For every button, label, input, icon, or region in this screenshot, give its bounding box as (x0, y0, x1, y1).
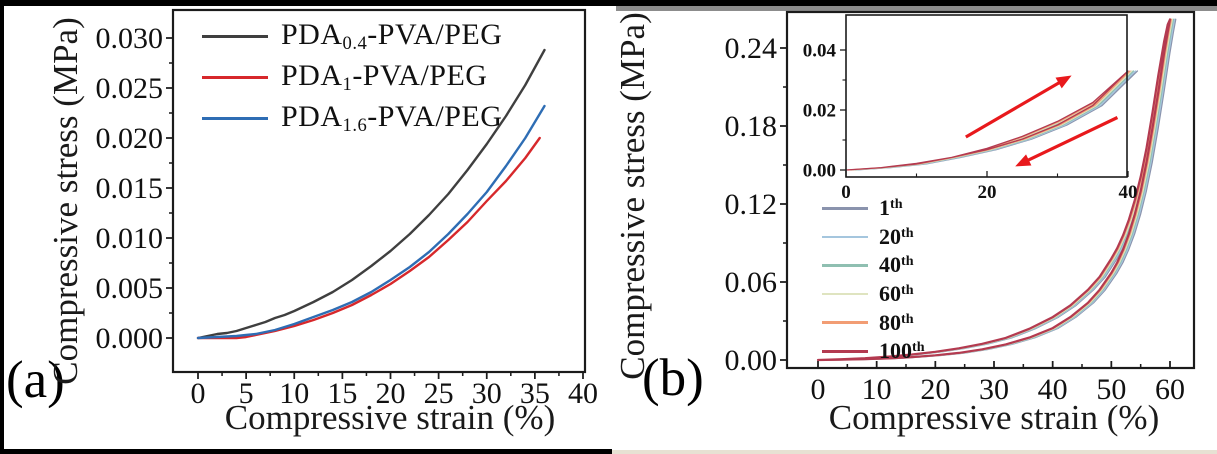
legend-line-swatch (202, 76, 268, 79)
svg-text:0.010: 0.010 (96, 222, 164, 255)
svg-text:0.030: 0.030 (96, 22, 164, 55)
svg-text:35: 35 (520, 377, 550, 410)
legend-item: PDA0.4-PVA/PEG (202, 16, 502, 57)
figure-border-top-gray (616, 6, 1217, 11)
panel-a-plot: 0 5 10 15 20 25 30 35 40 0.000 0.005 0.010 0.015 0.02… (96, 8, 598, 410)
svg-text:0.020: 0.020 (96, 122, 164, 155)
legend-item: 20th (822, 223, 925, 252)
figure-border-bottom-right (612, 450, 1217, 454)
svg-text:20: 20 (978, 182, 997, 203)
svg-text:0.005: 0.005 (96, 272, 164, 305)
svg-text:10: 10 (862, 373, 892, 406)
legend-line-swatch (822, 321, 868, 324)
svg-text:60: 60 (1155, 373, 1185, 406)
figure-border-top (0, 0, 1217, 6)
svg-text:15: 15 (327, 377, 357, 410)
svg-text:0.18: 0.18 (725, 110, 778, 143)
legend-label: PDA1-PVA/PEG (281, 58, 488, 96)
panel-b-inset-plot: 0 20 40 0.00 0.02 0.04 (803, 14, 1139, 203)
svg-text:0: 0 (191, 377, 206, 410)
svg-text:0.00: 0.00 (803, 160, 836, 181)
legend-label: 80th (879, 309, 914, 335)
legend-item: PDA1-PVA/PEG (202, 57, 502, 98)
svg-text:25: 25 (424, 377, 454, 410)
panel-b-y-axis-title: Compressive stress (MPa) (613, 12, 652, 380)
svg-text:40: 40 (1038, 373, 1068, 406)
legend-label: PDA0.4-PVA/PEG (281, 17, 503, 55)
svg-text:0: 0 (811, 373, 826, 406)
panel-b-plot: 0 10 20 30 40 50 60 0.00 0.06 0.12 0.18 0.24 (725, 10, 1196, 406)
svg-text:20: 20 (376, 377, 406, 410)
legend-item: 40th (822, 251, 925, 280)
legend-item: PDA1.6-PVA/PEG (202, 98, 502, 139)
legend-label: PDA1.6-PVA/PEG (281, 99, 503, 137)
svg-text:30: 30 (979, 373, 1009, 406)
legend-line-swatch (822, 207, 868, 210)
svg-text:0.04: 0.04 (803, 40, 837, 61)
legend-line-swatch (202, 117, 268, 120)
legend-item: 1th (822, 194, 925, 223)
legend-label: 60th (879, 281, 914, 307)
svg-text:40: 40 (1119, 182, 1138, 203)
panel-b-x-axis-title: Compressive strain (%) (828, 398, 1160, 437)
svg-text:20: 20 (920, 373, 950, 406)
panel-a-legend: PDA0.4-PVA/PEG PDA1-PVA/PEG PDA1.6-PVA/P… (202, 16, 502, 139)
legend-line-swatch (822, 235, 868, 239)
panel-a-x-axis-title: Compressive strain (%) (224, 398, 556, 437)
svg-text:0.02: 0.02 (803, 100, 836, 121)
legend-label: 100th (879, 338, 925, 364)
legend-item: 80th (822, 308, 925, 337)
legend-item: 100th (822, 337, 925, 366)
svg-text:0.12: 0.12 (725, 188, 778, 221)
panel-b-legend: 1th 20th 40th 60th 80th 100th (822, 194, 925, 366)
svg-text:50: 50 (1096, 373, 1126, 406)
svg-text:0.06: 0.06 (725, 266, 778, 299)
svg-text:0.015: 0.015 (96, 172, 164, 205)
legend-line-swatch (822, 349, 868, 354)
legend-line-swatch (202, 35, 268, 38)
legend-label: 20th (879, 223, 914, 249)
svg-text:0.00: 0.00 (725, 344, 778, 377)
svg-text:0: 0 (841, 182, 851, 203)
panel-a-letter: (a) (6, 351, 65, 409)
panel-b-letter: (b) (642, 349, 704, 407)
svg-text:0.000: 0.000 (96, 322, 164, 355)
legend-label: 1th (879, 195, 903, 221)
panel-a-y-axis-title: Compressive stress (MPa) (46, 17, 85, 385)
svg-text:0.24: 0.24 (725, 32, 778, 65)
svg-text:10: 10 (279, 377, 309, 410)
figure-border-bottom-left (0, 449, 612, 454)
legend-line-swatch (822, 264, 868, 267)
svg-text:0.025: 0.025 (96, 72, 164, 105)
legend-label: 40th (879, 252, 914, 278)
figure-border-left (0, 0, 4, 454)
legend-line-swatch (822, 292, 868, 296)
svg-text:40: 40 (568, 377, 598, 410)
legend-item: 60th (822, 280, 925, 309)
svg-text:30: 30 (472, 377, 502, 410)
svg-text:5: 5 (239, 377, 254, 410)
